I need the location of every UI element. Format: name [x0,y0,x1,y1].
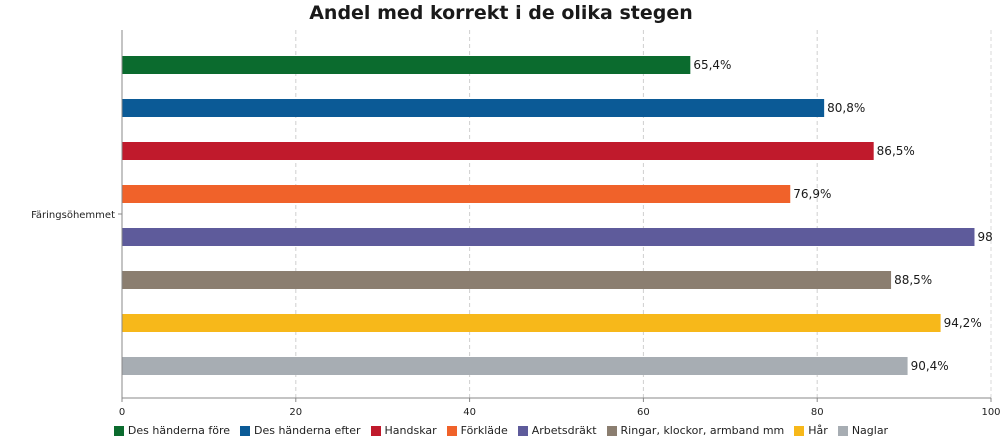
chart-title: Andel med korrekt i de olika stegen [309,2,693,24]
legend-swatch [606,425,617,436]
x-tick-label: 0 [119,407,125,418]
bar [122,357,908,375]
legend-item: Förkläde [446,424,508,437]
category-label: Färingsöhemmet [31,210,115,221]
x-tick-label: 80 [811,407,824,418]
legend-swatch [517,425,528,436]
legend-item: Ringar, klockor, armband mm [606,424,785,437]
data-label: 80,8% [827,101,865,115]
legend-label: Handskar [384,424,437,437]
data-label: 98 [977,230,992,244]
legend-item: Des händerna före [113,424,230,437]
x-tick-label: 60 [637,407,650,418]
legend-swatch [794,425,805,436]
legend-item: Des händerna efter [240,424,361,437]
x-tick-label: 20 [289,407,302,418]
bar [122,314,941,332]
bar [122,271,892,289]
legend-swatch [240,425,250,436]
x-tick-label: 100 [981,407,1000,418]
legend-swatch [370,425,381,436]
legend-item: Hår [794,424,828,437]
data-label: 76,9% [793,187,831,201]
data-label: 86,5% [877,144,915,158]
x-tick-label: 40 [463,407,476,418]
legend: Des händerna före Des händerna efter Hands… [0,424,1002,437]
data-label: 65,4% [693,58,731,72]
bar [122,185,791,203]
legend-label: Hår [808,424,828,437]
legend-label: Des händerna efter [254,424,361,437]
bar [122,56,691,74]
legend-label: Ringar, klockor, armband mm [620,424,785,437]
legend-label: Des händerna före [127,424,230,437]
data-label: 90,4% [911,359,949,373]
bar [122,228,975,246]
data-label: 94,2% [944,316,982,330]
data-label: 88,5% [894,273,932,287]
legend-swatch [113,425,124,436]
legend-swatch [446,425,457,436]
legend-swatch [837,425,848,436]
bar [122,99,825,117]
legend-label: Förkläde [460,424,508,437]
legend-item: Naglar [837,424,889,437]
bar [122,142,874,160]
legend-item: Arbetsdräkt [517,424,597,437]
legend-label: Arbetsdräkt [531,424,597,437]
legend-label: Naglar [851,424,889,437]
legend-item: Handskar [370,424,437,437]
